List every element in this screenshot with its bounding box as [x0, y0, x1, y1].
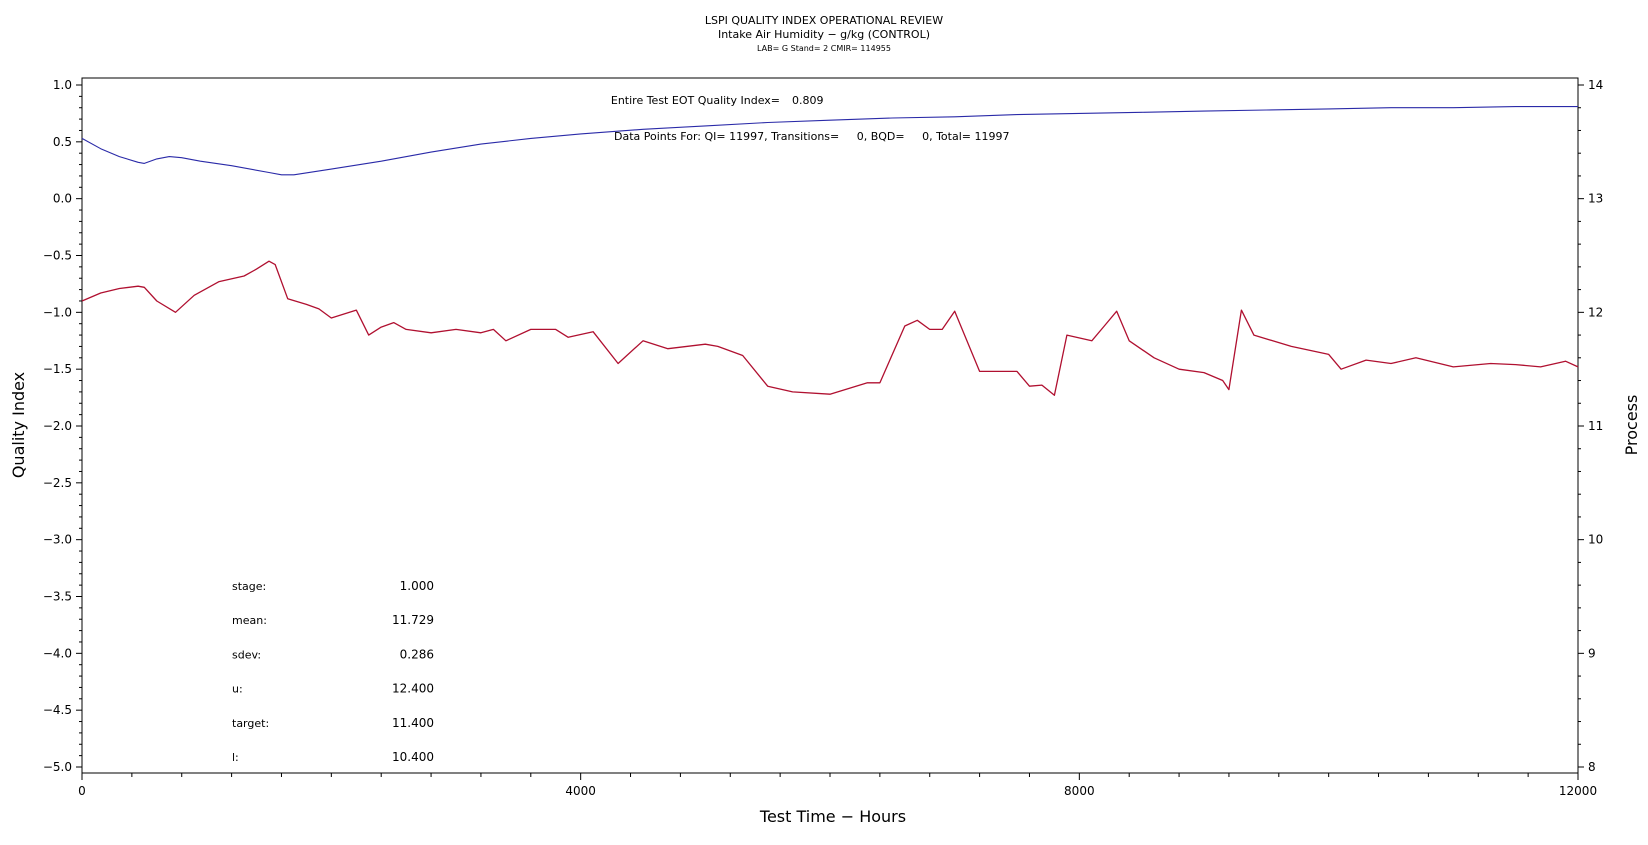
y-tick-label: −3.5	[43, 590, 72, 604]
chart-subtitle-2: LAB= G Stand= 2 CMIR= 114955	[757, 44, 891, 53]
chart-subtitle: Intake Air Humidity − g/kg (CONTROL)	[718, 28, 930, 41]
y-axis-title: Quality Index	[9, 372, 28, 478]
plot-frame	[81, 77, 1579, 774]
y-tick-label: −1.0	[43, 305, 72, 319]
y2-tick-label: 14	[1588, 78, 1603, 92]
x-tick-label: 8000	[1064, 784, 1095, 798]
stat-label: mean:	[232, 614, 267, 627]
x-tick-label: 0	[78, 784, 86, 798]
stat-value: 11.400	[392, 716, 434, 730]
quality-index-line	[81, 106, 1578, 176]
axes-layer: 1.0 0.5 0.0 −0.5 −1.0 −1.5 −2.0 −2.5 −3.0 −3.5 −4.…	[43, 78, 1603, 798]
eot-quality-index-value: 0.809	[792, 94, 824, 107]
y-tick-label: −4.0	[43, 646, 72, 660]
y-tick-label: −3.0	[43, 533, 72, 547]
y2-tick-label: 8	[1588, 760, 1596, 774]
eot-quality-index-label: Entire Test EOT Quality Index=	[611, 94, 780, 107]
y2-tick-label: 11	[1588, 419, 1603, 433]
y2-axis-title: Process	[1622, 395, 1641, 456]
stats-table: stage: 1.000 mean: 11.729 sdev: 0.286 u: 12.400…	[232, 579, 434, 764]
y2-tick-label: 9	[1588, 646, 1596, 660]
y2-tick-label: 13	[1588, 192, 1603, 206]
stat-label: stage:	[232, 580, 266, 593]
y-tick-label: −5.0	[43, 760, 72, 774]
stat-value: 1.000	[400, 579, 434, 593]
y2-tick-label: 10	[1588, 533, 1603, 547]
y-tick-label: 0.5	[53, 135, 72, 149]
series-layer	[81, 106, 1579, 396]
stat-value: 11.729	[392, 613, 434, 627]
x-axis-title: Test Time − Hours	[759, 807, 906, 826]
stat-value: 12.400	[392, 682, 434, 696]
y-tick-label: 1.0	[53, 78, 72, 92]
chart-title: LSPI QUALITY INDEX OPERATIONAL REVIEW	[705, 14, 943, 27]
x-tick-label: 12000	[1559, 784, 1597, 798]
stat-label: sdev:	[232, 648, 261, 661]
y-tick-label: 0.0	[53, 192, 72, 206]
y-tick-label: −2.0	[43, 419, 72, 433]
stat-value: 0.286	[400, 647, 434, 661]
x-tick-label: 4000	[565, 784, 596, 798]
process-line	[81, 260, 1579, 396]
stat-label: l:	[232, 751, 239, 764]
stat-value: 10.400	[392, 750, 434, 764]
y-tick-label: −4.5	[43, 703, 72, 717]
y-tick-label: −0.5	[43, 249, 72, 263]
data-points-annotation: Data Points For: QI= 11997, Transitions=…	[614, 130, 1009, 143]
y2-tick-label: 12	[1588, 305, 1603, 319]
y-tick-label: −1.5	[43, 362, 72, 376]
y-tick-label: −2.5	[43, 476, 72, 490]
stat-label: u:	[232, 683, 243, 696]
stat-label: target:	[232, 717, 269, 730]
